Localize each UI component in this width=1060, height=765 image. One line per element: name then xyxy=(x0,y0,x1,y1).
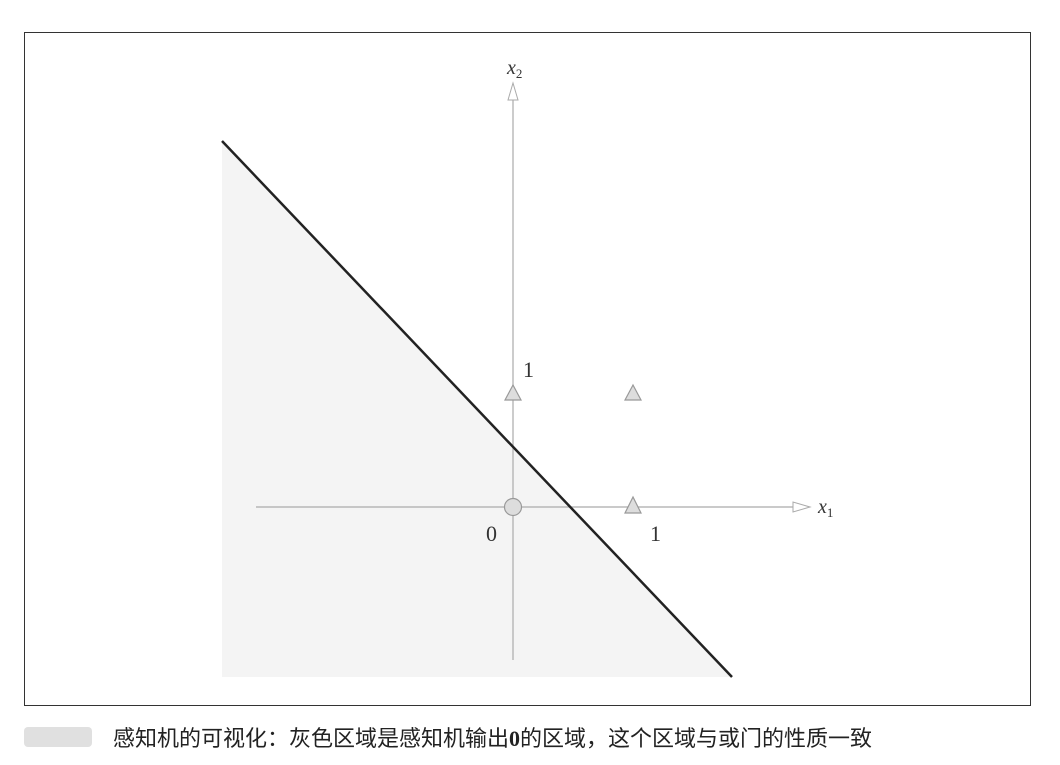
x-axis-label: x1 xyxy=(817,496,833,520)
label-base: x xyxy=(817,496,827,518)
y-axis-arrow xyxy=(507,81,519,101)
origin-label: 0 xyxy=(486,521,497,546)
label-base: x xyxy=(506,57,516,79)
x-tick-label: 1 xyxy=(650,521,661,546)
x-axis-arrow xyxy=(792,501,812,513)
point-triangle xyxy=(504,383,522,401)
label-sub: 2 xyxy=(516,66,523,81)
caption-bold: 0 xyxy=(509,726,520,751)
caption-text: 的区域，这个区域与或门的性质一致 xyxy=(520,727,872,752)
y-tick-label: 1 xyxy=(523,357,534,382)
blurred-figure-number xyxy=(24,727,92,747)
decision-boundary xyxy=(221,140,733,678)
point-circle xyxy=(503,497,523,517)
caption: 感知机的可视化：灰色区域是感知机输出0的区域，这个区域与或门的性质一致 xyxy=(113,726,872,752)
label-sub: 1 xyxy=(827,505,834,520)
caption-text: 感知机的可视化：灰色区域是感知机输出 xyxy=(113,727,509,752)
point-triangle xyxy=(624,383,642,401)
point-triangle xyxy=(624,495,642,514)
y-axis-label: x2 xyxy=(506,57,522,81)
